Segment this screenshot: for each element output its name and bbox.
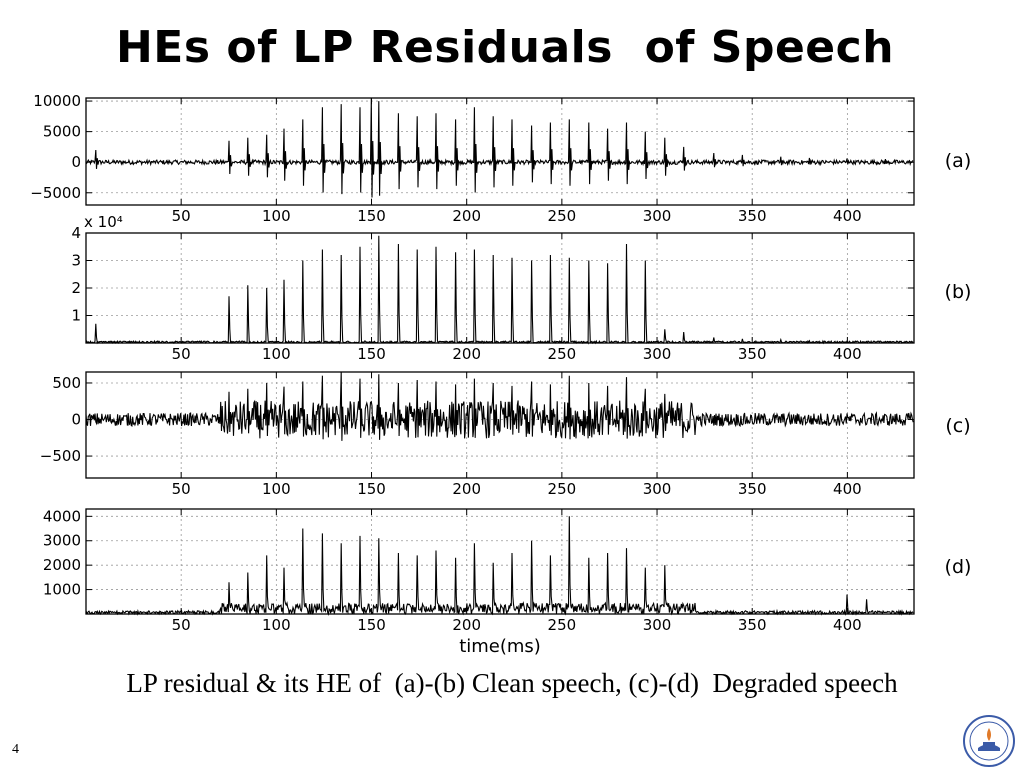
x-tick-label: 50 [172,480,191,498]
x-tick-label: 250 [548,616,577,634]
x-tick-label: 300 [643,207,672,225]
x-tick-label: 200 [452,480,481,498]
x-tick-label: 100 [262,345,291,363]
slide-number: 4 [12,742,19,757]
x-tick-label: 150 [357,345,386,363]
y-tick-label: −500 [40,447,81,465]
x-tick-label: 350 [738,480,767,498]
x-tick-label: 200 [452,345,481,363]
x-tick-label: 250 [548,480,577,498]
axes-frame [85,232,915,344]
y-tick-label: 500 [52,374,81,392]
y-exponent-label: x 10⁴ [84,213,123,231]
x-tick-label: 350 [738,207,767,225]
signal-line [85,516,914,617]
x-tick-label: 400 [833,480,862,498]
x-tick-label: 300 [643,345,672,363]
x-tick-label: 250 [548,345,577,363]
x-tick-label: 300 [643,616,672,634]
x-tick-label: 100 [262,616,291,634]
y-tick-label: 10000 [33,92,81,110]
x-tick-label: 400 [833,345,862,363]
x-tick-label: 100 [262,480,291,498]
y-tick-label: 2 [71,279,81,297]
slide-title: HEs of LP Residuals of Speech [115,22,895,73]
y-tick-label: 3000 [43,532,81,550]
panel-label: (d) [945,556,972,578]
x-tick-label: 50 [172,345,191,363]
x-tick-label: 200 [452,207,481,225]
axes-frame [85,371,915,479]
x-tick-label: 50 [172,616,191,634]
x-tick-label: 50 [172,207,191,225]
x-tick-label: 200 [452,616,481,634]
x-axis-label: time(ms) [459,636,541,657]
y-tick-label: 4000 [43,507,81,525]
panel-label: (c) [945,415,970,437]
axes-frame [85,97,915,206]
x-tick-label: 100 [262,207,291,225]
y-tick-label: 3 [71,252,81,270]
y-tick-label: 2000 [43,556,81,574]
signal-line [85,97,914,198]
figure-caption: LP residual & its HE of (a)-(b) Clean sp… [126,668,898,698]
plots-area: 50 100 150 200 250 300 350 4001000050000−5000(a… [30,92,972,657]
institute-seal-icon [963,715,1015,767]
x-tick-label: 350 [738,616,767,634]
x-tick-label: 150 [357,616,386,634]
y-tick-label: 1000 [43,581,81,599]
x-tick-label: 250 [548,207,577,225]
y-tick-label: 0 [71,153,81,171]
y-tick-label: 5000 [43,123,81,141]
signal-line [85,235,914,345]
y-tick-label: 0 [71,411,81,429]
x-tick-label: 350 [738,345,767,363]
x-tick-label: 400 [833,616,862,634]
x-tick-label: 150 [357,480,386,498]
x-tick-label: 300 [643,480,672,498]
panel-label: (b) [945,281,972,303]
y-tick-label: −5000 [30,184,81,202]
x-tick-label: 400 [833,207,862,225]
signal-line [85,371,914,441]
y-tick-label: 4 [71,224,81,242]
x-tick-label: 150 [357,207,386,225]
y-tick-label: 1 [71,307,81,325]
panel-label: (a) [945,150,971,172]
axes-frame [85,508,915,615]
